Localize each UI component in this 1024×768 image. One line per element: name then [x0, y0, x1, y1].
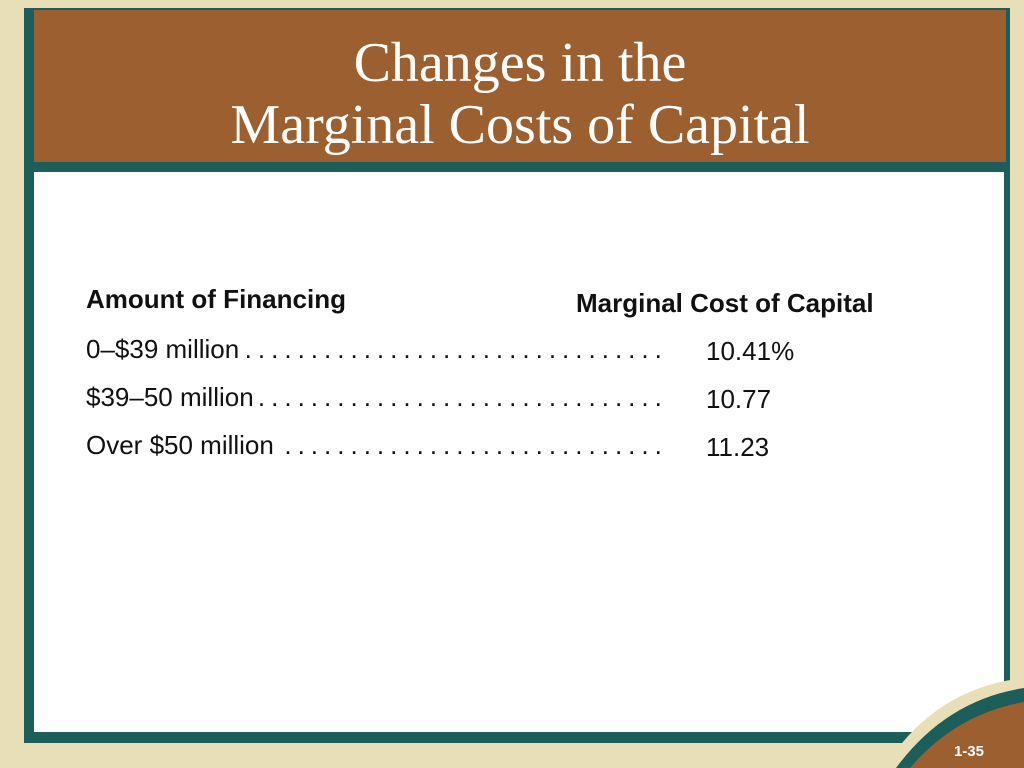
row-amount: 0–$39 million	[86, 334, 244, 365]
row-amount: $39–50 million	[86, 382, 258, 413]
slide-title-line-2: Marginal Costs of Capital	[230, 94, 810, 156]
header-marginal-cost-of-capital: Marginal Cost of Capital	[576, 288, 874, 318]
slide-content: Amount of Financing Marginal Cost of Cap…	[34, 172, 1004, 732]
header-amount-of-financing: Amount of Financing	[86, 284, 346, 314]
table-row: ........................................…	[86, 420, 946, 468]
row-amount: Over $50 million	[86, 430, 278, 461]
table-row: ........................................…	[86, 372, 946, 420]
financing-table: Amount of Financing Marginal Cost of Cap…	[86, 284, 946, 468]
title-bar: Changes in the Marginal Costs of Capital	[34, 10, 1006, 162]
table-row: ........................................…	[86, 324, 946, 372]
row-cost: 11.23	[706, 432, 770, 462]
row-cost: 10.41%	[706, 336, 795, 366]
slide-number: 1-35	[953, 743, 984, 760]
slide-title-line-1: Changes in the	[353, 32, 687, 94]
table-header: Amount of Financing Marginal Cost of Cap…	[86, 284, 946, 324]
corner-swoosh-decoration	[884, 678, 1024, 768]
row-cost: 10.77	[706, 384, 772, 414]
